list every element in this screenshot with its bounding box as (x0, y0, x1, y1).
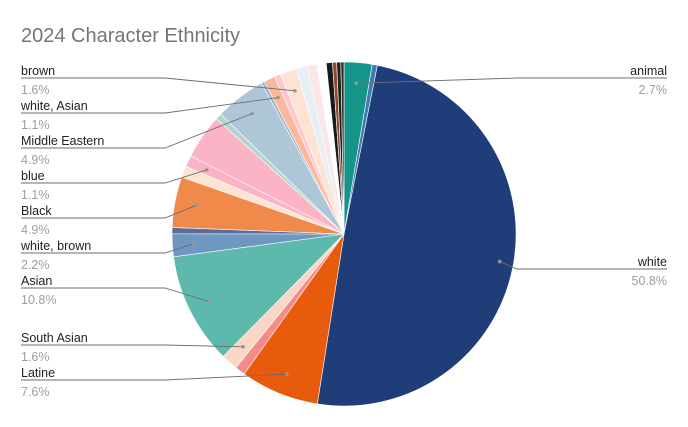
pie-slices (171, 61, 517, 407)
label-percent-asian: 10.8% (21, 293, 56, 307)
label-percent-blue: 1.1% (21, 188, 50, 202)
leader-line-white-brown (21, 243, 194, 254)
label-name-asian: Asian (21, 274, 52, 288)
slice-white (316, 64, 517, 407)
leader-line-latine (21, 373, 287, 381)
label-name-south-asian: South Asian (21, 331, 88, 345)
label-percent-animal: 2.7% (639, 83, 668, 97)
label-name-white-brown: white, brown (20, 239, 91, 253)
label-name-white-asian: white, Asian (20, 99, 88, 113)
label-name-white: white (637, 255, 667, 269)
label-percent-middle-eastern: 4.9% (21, 153, 50, 167)
label-percent-white-brown: 2.2% (21, 258, 50, 272)
label-name-latine: Latine (21, 366, 55, 380)
leader-line-white (499, 261, 667, 270)
slice-labels: animal 2.7% white 50.8% brown 1.6% white, Asia… (20, 64, 667, 399)
leader-line-black (21, 205, 196, 219)
leader-line-south-asian (21, 344, 244, 348)
chart-title: 2024 Character Ethnicity (21, 25, 240, 47)
leader-line-blue (21, 169, 208, 184)
slice-asian (173, 233, 345, 357)
label-percent-white: 50.8% (632, 274, 667, 288)
leader-line-asian (21, 287, 209, 302)
slice-unlabeled-25 (340, 61, 345, 235)
label-percent-white-asian: 1.1% (21, 118, 50, 132)
label-name-middle-eastern: Middle Eastern (21, 134, 104, 148)
leader-dot-white-asian (276, 95, 281, 100)
label-name-blue: blue (21, 169, 45, 183)
label-percent-brown: 1.6% (21, 83, 50, 97)
leader-line-animal (356, 77, 667, 84)
leader-line-white-asian (21, 97, 279, 114)
label-name-brown: brown (21, 64, 55, 78)
leader-line-middle-eastern (21, 113, 253, 149)
label-name-black: Black (21, 204, 52, 218)
label-name-animal: animal (630, 64, 667, 78)
label-percent-south-asian: 1.6% (21, 350, 50, 364)
label-percent-latine: 7.6% (21, 385, 50, 399)
leader-line-brown (21, 77, 296, 92)
label-percent-black: 4.9% (21, 223, 50, 237)
leader-lines (21, 77, 667, 381)
